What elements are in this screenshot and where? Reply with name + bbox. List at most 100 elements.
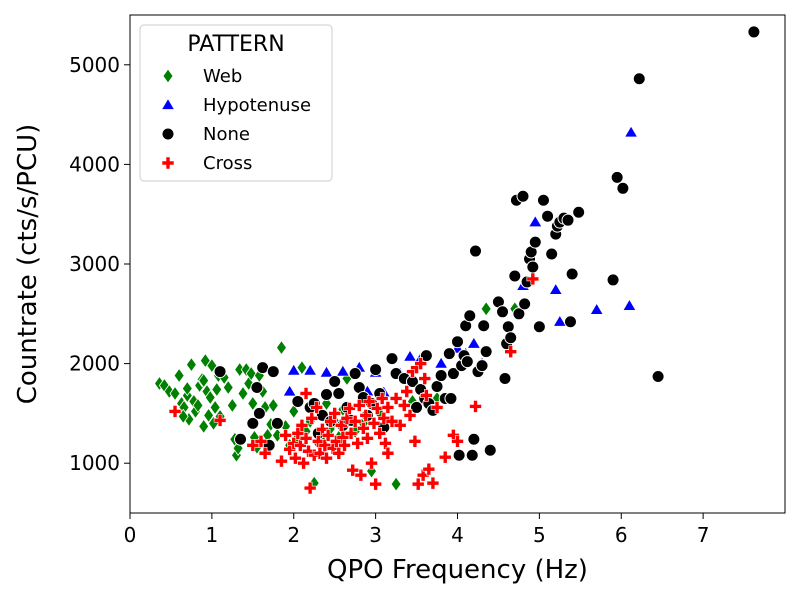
none-point xyxy=(651,370,665,384)
web-point xyxy=(237,385,249,402)
cross-point xyxy=(320,451,333,465)
cross-point xyxy=(303,481,317,495)
cross-point xyxy=(258,446,272,460)
web-point xyxy=(209,399,221,416)
hypotenuse-point xyxy=(622,298,637,311)
cross-point xyxy=(420,389,433,402)
cross-point xyxy=(351,436,364,450)
web-point xyxy=(275,339,287,356)
none-point xyxy=(467,432,481,446)
cross-point xyxy=(343,402,356,415)
y-tick-label: 2000 xyxy=(69,352,120,376)
legend: PATTERN Web Hypotenuse None Cross xyxy=(139,24,333,182)
web-point xyxy=(390,476,402,492)
cross-point xyxy=(310,401,323,414)
legend-marker-web xyxy=(162,68,174,84)
none-point xyxy=(528,235,542,249)
cross-point xyxy=(318,438,332,452)
none-point xyxy=(250,381,264,395)
cross-point xyxy=(168,405,182,418)
web-point xyxy=(198,418,210,435)
legend-label-hypotenuse: Hypotenuse xyxy=(203,95,311,116)
none-point xyxy=(465,448,479,462)
none-point xyxy=(475,359,489,373)
none-point xyxy=(385,352,399,366)
x-tick-label: 7 xyxy=(697,523,710,547)
legend-label-cross: Cross xyxy=(203,153,252,174)
cross-point xyxy=(426,476,440,490)
cross-point xyxy=(451,434,464,448)
none-point xyxy=(512,307,526,321)
web-point xyxy=(211,381,223,398)
cross-point xyxy=(352,399,366,412)
none-point xyxy=(526,260,540,274)
x-tick-label: 4 xyxy=(451,523,464,547)
data-points xyxy=(153,25,761,495)
web-point xyxy=(192,397,204,414)
cross-point xyxy=(438,450,452,464)
none-point xyxy=(452,448,466,462)
none-point xyxy=(632,72,646,86)
x-axis-label: QPO Frequency (Hz) xyxy=(327,555,588,585)
none-point xyxy=(444,391,458,405)
web-point xyxy=(267,397,279,414)
none-point xyxy=(508,269,522,283)
none-point xyxy=(563,315,577,329)
cross-point xyxy=(361,432,374,445)
legend-label-none: None xyxy=(203,124,250,145)
web-point xyxy=(173,367,185,384)
legend-item-hypotenuse: Hypotenuse xyxy=(160,95,311,116)
none-point xyxy=(477,319,491,333)
web-point xyxy=(245,365,257,382)
none-point xyxy=(536,193,550,207)
x-tick-label: 6 xyxy=(615,523,628,547)
none-point xyxy=(469,244,483,258)
axes: 0 1 2 3 4 5 6 7 1000 2000 3000 4000 5000 xyxy=(69,53,709,547)
none-point xyxy=(270,416,284,430)
none-point xyxy=(606,273,620,287)
cross-point xyxy=(526,272,540,286)
legend-items: Web Hypotenuse None Cross xyxy=(160,66,311,174)
cross-point xyxy=(287,436,301,450)
legend-marker-hypotenuse xyxy=(160,97,176,110)
none-point xyxy=(369,363,383,377)
none-point xyxy=(320,387,333,401)
none-point xyxy=(498,372,512,386)
cross-point xyxy=(354,468,368,482)
legend-marker-cross xyxy=(161,156,175,170)
none-point xyxy=(516,189,530,203)
x-tick-label: 3 xyxy=(369,523,382,547)
none-point xyxy=(234,432,248,446)
web-point xyxy=(181,380,193,397)
none-point xyxy=(501,320,515,334)
none-point xyxy=(246,416,260,430)
cross-point xyxy=(430,401,444,414)
cross-point xyxy=(408,434,422,448)
web-point xyxy=(203,407,215,424)
cross-point xyxy=(414,357,427,370)
web-point xyxy=(198,372,210,389)
legend-label-web: Web xyxy=(203,66,242,87)
cross-point xyxy=(370,402,384,415)
hypotenuse-point xyxy=(433,356,449,369)
none-point xyxy=(332,386,346,400)
y-tick-label: 5000 xyxy=(69,53,120,77)
x-tick-label: 2 xyxy=(287,523,300,547)
cross-point xyxy=(328,407,341,420)
cross-point xyxy=(365,456,378,470)
none-point xyxy=(561,213,575,227)
none-point xyxy=(451,335,464,349)
web-point xyxy=(169,385,181,402)
x-tick-label: 0 xyxy=(124,523,137,547)
hypotenuse-point xyxy=(335,364,351,377)
none-point xyxy=(504,331,518,345)
none-point xyxy=(442,347,456,361)
none-point xyxy=(460,355,474,369)
none-point xyxy=(545,247,559,261)
cross-point xyxy=(299,432,313,445)
cross-point xyxy=(338,438,351,452)
none-point xyxy=(252,406,266,420)
cross-point xyxy=(275,454,288,468)
